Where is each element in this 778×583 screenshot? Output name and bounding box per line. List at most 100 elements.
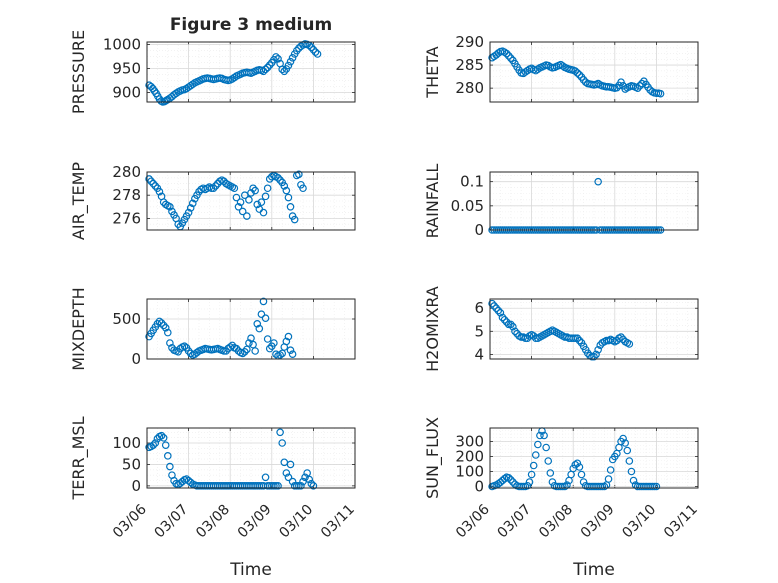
- data-point: [265, 61, 274, 69]
- y-tick-label: 290: [455, 33, 484, 51]
- data-point: [282, 186, 291, 195]
- data-point: [159, 321, 168, 330]
- data-point: [286, 57, 295, 66]
- data-point: [299, 184, 307, 193]
- data-point: [311, 48, 320, 56]
- data-point: [594, 177, 602, 186]
- y-tick-label: 100: [112, 434, 141, 452]
- data-point: [504, 473, 513, 482]
- data-point: [288, 477, 297, 486]
- y-tick-label: 280: [112, 163, 141, 181]
- data-point: [648, 482, 657, 491]
- data-point: [504, 52, 513, 60]
- data-point: [249, 340, 257, 349]
- data-point: [650, 482, 659, 491]
- data-point: [240, 347, 249, 356]
- data-point: [166, 462, 174, 471]
- data-point: [259, 67, 268, 76]
- data-point: [621, 439, 630, 447]
- data-point: [575, 463, 584, 471]
- data-point: [625, 457, 634, 465]
- data-point: [540, 431, 548, 440]
- data-point: [529, 461, 538, 470]
- data-point: [569, 334, 578, 343]
- data-point: [623, 446, 632, 455]
- y-tick-label: 500: [112, 310, 141, 328]
- data-point: [588, 352, 596, 361]
- data-point: [500, 315, 509, 324]
- data-point: [295, 170, 303, 179]
- data-point: [211, 182, 220, 190]
- data-point: [265, 344, 274, 353]
- data-point: [284, 61, 293, 70]
- x-axis-label: Time: [229, 560, 272, 580]
- data-point: [270, 482, 278, 490]
- data-point: [166, 203, 174, 211]
- data-point: [236, 198, 245, 206]
- data-point: [151, 439, 160, 447]
- data-point: [606, 466, 615, 474]
- data-point: [282, 337, 291, 346]
- data-point: [207, 184, 216, 193]
- y-axis-label: PRESSURE: [69, 30, 88, 114]
- axes-box: [146, 298, 356, 360]
- data-point: [166, 339, 174, 347]
- data-point: [232, 344, 241, 353]
- data-point: [155, 317, 164, 326]
- data-point: [261, 473, 270, 482]
- data-point: [542, 443, 550, 452]
- y-tick-label: 0: [474, 221, 484, 239]
- data-point: [184, 347, 193, 355]
- data-point: [164, 452, 172, 460]
- data-point: [288, 350, 297, 359]
- y-axis-label: TERR_MSL: [69, 416, 89, 500]
- data-point: [511, 327, 519, 336]
- data-point: [286, 460, 295, 469]
- data-point: [506, 320, 515, 329]
- data-point: [525, 478, 534, 486]
- data-point: [280, 67, 289, 76]
- data-point: [230, 73, 239, 82]
- data-point: [546, 469, 555, 477]
- y-axis-label: SUN_FLUX: [423, 417, 443, 499]
- axes-box: [146, 171, 356, 231]
- y-tick-label: 0: [474, 478, 484, 496]
- data-point: [155, 187, 164, 196]
- y-tick-label: 278: [112, 186, 141, 204]
- data-point: [504, 320, 513, 329]
- data-point: [577, 470, 586, 479]
- y-tick-label: 950: [112, 59, 141, 77]
- data-point: [506, 475, 515, 484]
- panel-h2omixra: 4 5 6 H2OMIXRA: [423, 286, 699, 372]
- data-point: [243, 212, 251, 220]
- data-point: [292, 482, 301, 490]
- data-point: [222, 347, 230, 355]
- axes-box: [489, 41, 699, 103]
- y-tick-label: 0.1: [460, 173, 484, 191]
- panel-theta: 280 285 290 THETA: [423, 33, 699, 103]
- data-point: [594, 345, 602, 354]
- data-point: [274, 54, 282, 63]
- data-point: [263, 184, 272, 193]
- data-point: [592, 350, 600, 359]
- y-axis-label: MIXDEPTH: [69, 287, 88, 370]
- data-point: [249, 184, 257, 193]
- y-axis-label: THETA: [423, 46, 442, 98]
- data-point: [261, 65, 270, 74]
- data-point: [617, 78, 625, 86]
- data-point: [159, 434, 168, 442]
- data-point: [149, 441, 158, 449]
- y-tick-label: 100: [455, 463, 484, 481]
- data-point: [303, 469, 311, 477]
- data-point: [278, 65, 287, 74]
- panel-mixdepth: 0 500 MIXDEPTH: [69, 287, 356, 371]
- y-tick-label: 0: [131, 350, 141, 368]
- y-axis-label: H2OMIXRA: [423, 286, 442, 372]
- y-tick-label: 0.05: [451, 197, 484, 215]
- data-point: [184, 208, 193, 217]
- data-point: [297, 482, 305, 490]
- data-point: [509, 478, 517, 486]
- data-point: [579, 478, 588, 486]
- data-point: [571, 67, 580, 75]
